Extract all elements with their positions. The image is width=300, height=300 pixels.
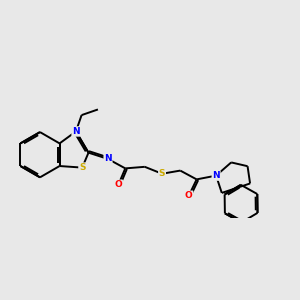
Text: S: S [79, 163, 86, 172]
Text: N: N [212, 171, 220, 180]
Text: S: S [159, 169, 165, 178]
Text: O: O [115, 180, 122, 189]
Text: N: N [104, 154, 112, 164]
Text: N: N [72, 127, 80, 136]
Text: O: O [185, 191, 193, 200]
